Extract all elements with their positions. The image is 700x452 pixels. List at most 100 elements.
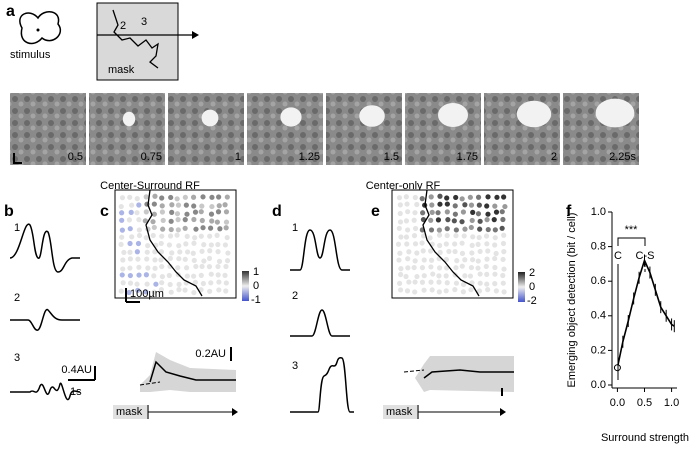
rf-dot — [222, 272, 228, 278]
rf-dot — [151, 289, 157, 295]
rf-dot — [460, 209, 467, 215]
rf-dot — [217, 226, 223, 232]
rf-dot — [119, 227, 125, 233]
rf-dot — [182, 256, 188, 262]
y-axis-label: Emerging object detection (bit / cell) — [566, 213, 578, 388]
rf-dot — [215, 241, 221, 248]
trace-dashed — [139, 381, 161, 386]
rf-dot — [136, 232, 143, 239]
rf-dot — [120, 266, 126, 272]
rf-dot — [223, 225, 229, 231]
rf-dot — [437, 201, 443, 207]
rf-dot — [427, 235, 433, 241]
rf-dot — [405, 209, 411, 215]
rf-dot — [145, 265, 151, 271]
rf-dot — [492, 242, 498, 248]
rf-dot — [421, 257, 427, 263]
rf-dot — [428, 217, 434, 223]
rf-dot — [176, 281, 182, 288]
rf-dot — [467, 273, 474, 279]
rf-dot — [452, 248, 458, 255]
rf-dot — [209, 218, 215, 224]
y-tick-label: 0.4 — [591, 310, 606, 322]
rf-dot — [461, 233, 467, 239]
rf-dot — [167, 255, 173, 262]
rf-dot — [477, 271, 483, 277]
rf-dot — [459, 240, 465, 246]
panel-label: b — [4, 203, 14, 220]
rf-dot — [469, 250, 475, 256]
frame-time: 0.75 — [141, 151, 162, 163]
rf-dot — [160, 217, 166, 224]
trace-label: 3 — [14, 352, 20, 364]
position-label: 3 — [141, 16, 147, 28]
rf-dot — [199, 263, 205, 270]
rf-dot — [224, 194, 230, 200]
rf-dot — [501, 266, 507, 272]
rf-dot — [175, 265, 181, 271]
rf-dot — [476, 288, 483, 294]
trace — [149, 360, 236, 383]
rf-dot — [126, 217, 133, 223]
rf-dot — [198, 209, 204, 215]
rf-dot — [428, 264, 434, 270]
rf-dot — [470, 209, 476, 215]
rf-dot — [176, 287, 182, 293]
rf-dot — [453, 265, 459, 271]
rf-dot — [420, 233, 427, 239]
rf-dot — [436, 273, 442, 279]
rf-dot — [398, 271, 404, 278]
rf-dot — [143, 235, 149, 241]
rf-dot — [396, 225, 402, 231]
rf-dot — [484, 281, 490, 287]
rf-dot — [175, 202, 182, 208]
rf-dot — [216, 287, 222, 293]
rf-dot — [484, 241, 490, 247]
rf-dot — [499, 225, 505, 231]
rf-dot — [168, 218, 174, 224]
rf-dot — [483, 233, 490, 239]
rf-dot — [135, 240, 142, 247]
rf-dot — [224, 234, 230, 241]
rf-dot — [198, 233, 204, 239]
rf-dot — [419, 279, 426, 285]
rf-dot — [475, 258, 481, 264]
rf-dot — [166, 242, 173, 248]
rf-dot — [436, 227, 442, 233]
rf-dot — [396, 195, 403, 201]
rf-dot — [500, 216, 506, 223]
trace — [290, 229, 350, 271]
rf-dot — [501, 194, 507, 200]
rf-dot — [223, 209, 230, 215]
rf-dot — [403, 273, 409, 280]
rf-dot — [152, 249, 158, 255]
rf-dot — [412, 241, 419, 247]
mask-label: mask — [386, 406, 413, 418]
bird — [359, 105, 385, 127]
rf-dot — [500, 272, 506, 279]
rf-dot — [127, 272, 133, 279]
rf-dot — [501, 289, 507, 295]
rf-dot — [184, 233, 190, 239]
rf-dot — [215, 263, 221, 270]
rf-dot — [126, 289, 132, 296]
rf-dot — [430, 271, 436, 277]
rf-dot — [435, 217, 442, 223]
rf-dot — [484, 203, 490, 209]
rf-dot — [223, 288, 229, 294]
rf-dot — [168, 194, 174, 201]
panel-label: d — [272, 203, 282, 220]
scale-label: 0.2AU — [195, 348, 226, 360]
rf-dot — [404, 201, 410, 207]
rf-dot — [397, 219, 404, 225]
rf-dot — [192, 279, 198, 285]
trace — [10, 382, 81, 401]
arrow-head — [500, 408, 506, 416]
rf-dot — [151, 201, 157, 207]
rf-dot — [223, 219, 230, 225]
rf-dot — [184, 249, 191, 255]
rf-dot — [500, 256, 506, 263]
rf-dot — [193, 226, 199, 232]
rf-dot — [215, 272, 221, 278]
data-line — [616, 258, 675, 368]
